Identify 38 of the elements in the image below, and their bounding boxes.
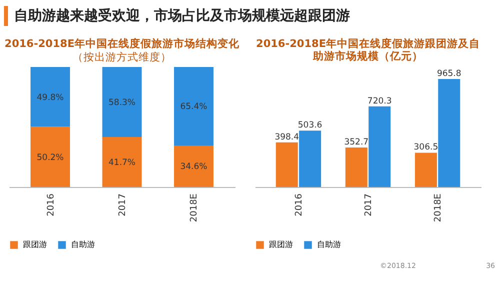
legend-label: 跟团游: [269, 240, 293, 249]
data-label: 720.3: [367, 96, 392, 106]
bar: [30, 67, 70, 127]
x-tick-label: 2016: [294, 193, 304, 216]
bar: [276, 142, 298, 187]
data-label: 306.5: [414, 142, 438, 153]
data-label: 41.7%: [108, 158, 136, 168]
data-label: 65.4%: [180, 102, 208, 112]
bar: [30, 126, 70, 187]
bar: [102, 67, 142, 137]
text: 自助游越来越受欢迎，市场占比及市场规模远超跟团游: [4, 6, 350, 26]
chart-subtitle: （按出游方式维度）: [72, 50, 172, 64]
data-label: 49.8%: [36, 92, 64, 103]
legend-label: 自助游: [317, 240, 341, 249]
data-label: 34.6%: [180, 162, 208, 172]
bar: [368, 106, 391, 187]
bar: [345, 148, 368, 187]
x-tick-label: 2018E: [434, 193, 444, 222]
data-label: 58.3%: [108, 98, 136, 108]
x-tick-label: 2017: [364, 194, 374, 216]
chart-title: 2016-2018E年中国在线度假旅游跟团游及自助游市场规模（亿元）: [256, 37, 480, 62]
data-label: 352.7: [344, 138, 369, 148]
x-tick-label: 2017: [118, 194, 128, 216]
bar: [102, 136, 142, 187]
x-tick-label: 2018E: [190, 193, 200, 222]
chart-title: 2016-2018E年中国在线度假旅游市场结构变化: [4, 37, 240, 50]
bar: [174, 67, 214, 146]
legend-label: 跟团游: [23, 240, 47, 249]
x-tick-label: 2016: [46, 193, 56, 216]
data-label: 398.4: [274, 132, 300, 142]
data-label: 965.8: [436, 68, 462, 79]
bar: [174, 145, 214, 187]
bar: [438, 78, 460, 187]
data-label: 503.6: [298, 120, 322, 131]
bar: [414, 152, 437, 187]
bar: [299, 130, 322, 187]
legend-label: 自助游: [71, 240, 95, 249]
data-label: 50.2%: [36, 152, 64, 163]
